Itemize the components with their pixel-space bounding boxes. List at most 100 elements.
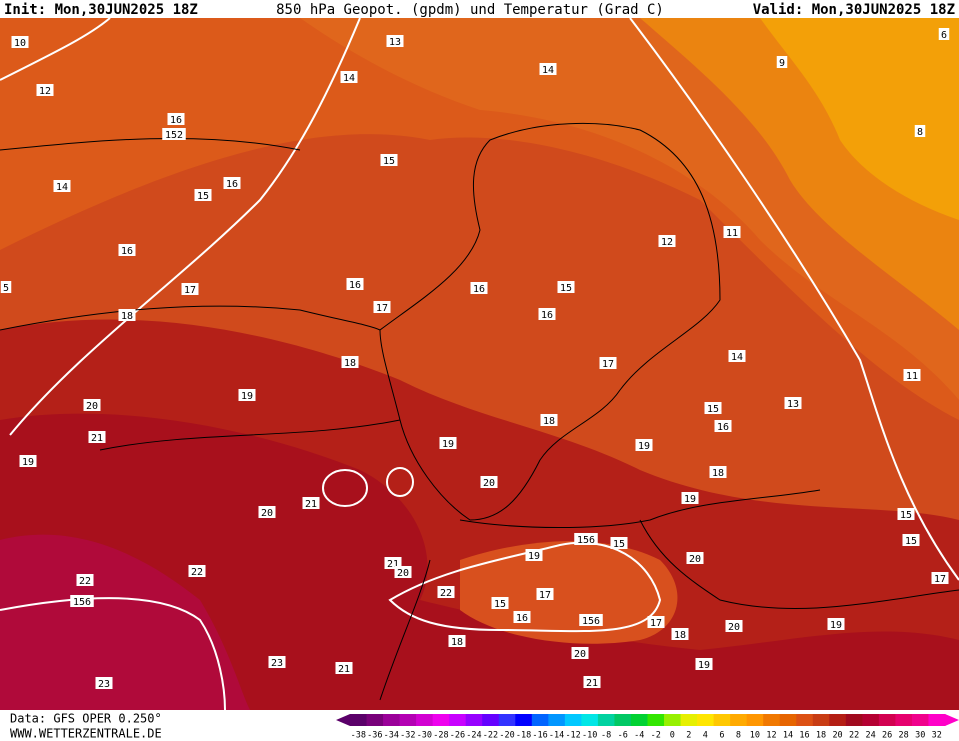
legend-swatch: [350, 714, 368, 726]
contour-label-box: [439, 437, 457, 449]
legend-label: 22: [849, 731, 859, 741]
legend-label: 24: [866, 731, 876, 741]
contour-label: 19: [698, 660, 710, 671]
contour-label-box: [70, 595, 94, 607]
legend-swatch: [614, 714, 632, 726]
contour-label-box: [88, 431, 106, 443]
legend-swatch: [482, 714, 500, 726]
contour-label: 16: [516, 613, 528, 624]
contour-label-box: [118, 309, 136, 321]
contour-label-box: [897, 508, 915, 520]
legend-swatch: [730, 714, 748, 726]
legend-swatch: [680, 714, 698, 726]
contour-label: 156: [577, 535, 595, 546]
legend-label: 12: [766, 731, 776, 741]
contour-label-box: [480, 476, 498, 488]
legend-swatch: [548, 714, 566, 726]
legend-swatch: [862, 714, 880, 726]
legend-label: -30: [417, 731, 432, 741]
contour-label-box: [931, 572, 949, 584]
legend-label: -22: [483, 731, 498, 741]
contour-label-box: [162, 128, 186, 140]
contour-label: 17: [602, 359, 614, 370]
legend-label: 6: [719, 731, 724, 741]
contour-label-box: [610, 537, 628, 549]
contour-label: 15: [905, 536, 917, 547]
contour-label-box: [658, 235, 676, 247]
legend-label: 10: [750, 731, 760, 741]
contour-label-box: [709, 466, 727, 478]
init-time: Init: Mon,30JUN2025 18Z: [4, 2, 198, 18]
contour-label-box: [346, 278, 364, 290]
contour-label-box: [513, 611, 531, 623]
legend-label: -8: [601, 731, 611, 741]
legend-arrow-left: [336, 714, 350, 726]
legend-label: 18: [816, 731, 826, 741]
legend-swatch: [383, 714, 401, 726]
legend-swatch: [763, 714, 781, 726]
contour-label: 19: [830, 620, 842, 631]
contour-label-box: [437, 586, 455, 598]
legend-swatch: [498, 714, 516, 726]
contour-label: 16: [349, 280, 361, 291]
contour-label: 152: [165, 130, 183, 141]
legend-swatch: [878, 714, 896, 726]
legend-label: -26: [450, 731, 465, 741]
contour-label: 18: [543, 416, 555, 427]
legend-label: -2: [651, 731, 661, 741]
contour-label-box: [95, 677, 113, 689]
contour-label: 18: [451, 637, 463, 648]
contour-label-box: [536, 588, 554, 600]
legend-label: 8: [736, 731, 741, 741]
contour-label-box: [776, 56, 788, 68]
legend-swatch: [432, 714, 450, 726]
legend-swatch: [746, 714, 764, 726]
legend-label: 2: [686, 731, 691, 741]
contour-label-box: [470, 282, 488, 294]
contour-label: 20: [689, 554, 701, 565]
contour-label: 22: [191, 567, 203, 578]
contour-label-box: [448, 635, 466, 647]
legend-label: 14: [783, 731, 793, 741]
contour-label: 20: [728, 622, 740, 633]
legend-swatch: [928, 714, 946, 726]
contour-label: 8: [917, 127, 923, 138]
contour-label: 11: [726, 228, 738, 239]
contour-label: 19: [241, 391, 253, 402]
contour-label: 14: [56, 182, 68, 193]
legend-label: -28: [433, 731, 448, 741]
legend-swatch: [664, 714, 682, 726]
contour-label: 12: [39, 86, 51, 97]
contour-label-box: [380, 154, 398, 166]
contour-label-box: [583, 676, 601, 688]
contour-label: 16: [717, 422, 729, 433]
contour-label-box: [571, 647, 589, 659]
legend-swatch: [697, 714, 715, 726]
contour-label: 12: [661, 237, 673, 248]
legend-arrow-right: [945, 714, 959, 726]
contour-label-box: [53, 180, 71, 192]
contour-label: 19: [22, 457, 34, 468]
legend-swatch: [399, 714, 417, 726]
contour-label: 18: [674, 630, 686, 641]
legend-label: -38: [351, 731, 366, 741]
contour-label-box: [76, 574, 94, 586]
contour-label-box: [223, 177, 241, 189]
contour-label-box: [671, 628, 689, 640]
contour-label-box: [194, 189, 212, 201]
contour-label: 13: [389, 37, 401, 48]
legend-label: 4: [703, 731, 708, 741]
contour-label-box: [902, 534, 920, 546]
contour-label-box: [599, 357, 617, 369]
legend-swatch: [779, 714, 797, 726]
legend-label: -6: [618, 731, 628, 741]
legend-swatch: [796, 714, 814, 726]
contour-label-box: [335, 662, 353, 674]
contour-label: 20: [397, 568, 409, 579]
contour-label: 17: [934, 574, 946, 585]
legend-swatch: [564, 714, 582, 726]
contour-label: 15: [613, 539, 625, 550]
contour-label: 21: [305, 499, 317, 510]
legend-swatch: [416, 714, 434, 726]
